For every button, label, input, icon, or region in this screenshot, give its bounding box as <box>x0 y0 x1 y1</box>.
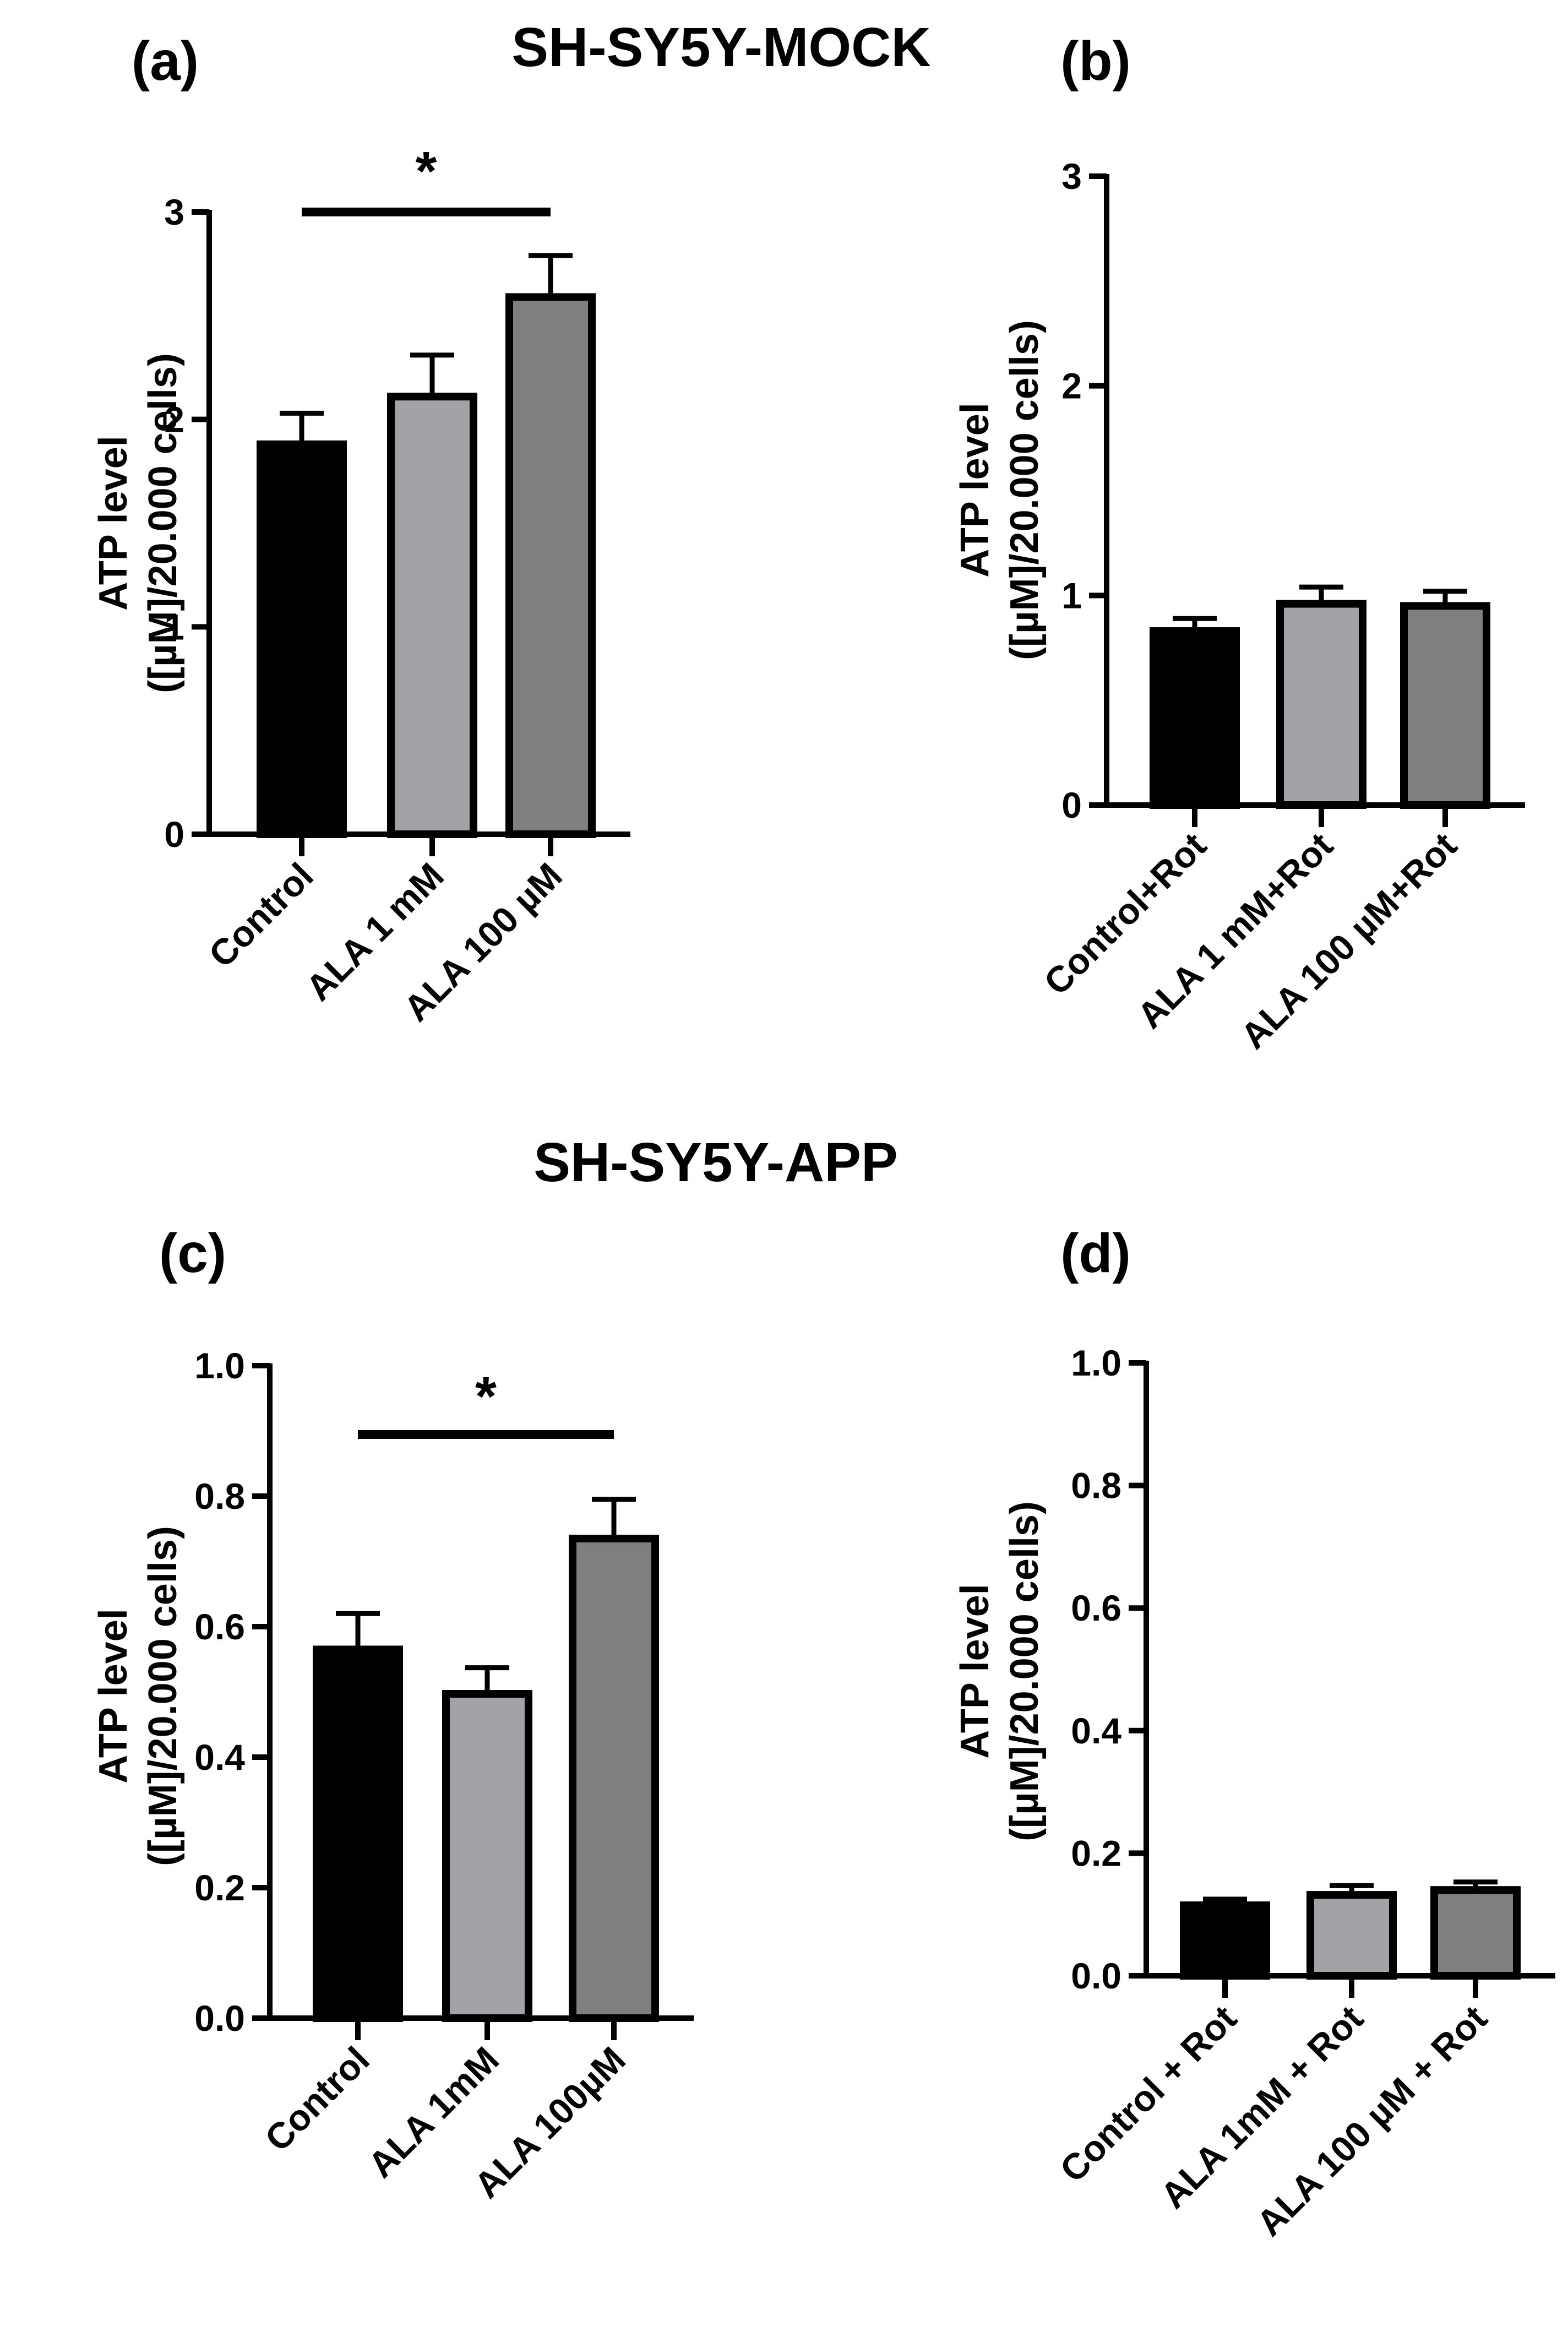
panel-label: (c) <box>159 1222 226 1284</box>
category-label: Control <box>201 855 321 975</box>
y-axis-label-line-2: ([µM]/20.000 cells) <box>141 1526 185 1866</box>
y-tick-label: 0.6 <box>194 1606 245 1647</box>
y-axis-label-line-1: ATP level <box>91 436 135 611</box>
group-title-app: SH-SY5Y-APP <box>533 1132 897 1193</box>
bar <box>442 1690 532 2022</box>
panel-a: (a) 0 1 2 3 ATP level ([µM]/20.000 cells) Contr… <box>91 30 630 1029</box>
category-label: ALA 100 µM + Rot <box>1249 1998 1495 2244</box>
y-tick-label: 1.0 <box>194 1345 245 1386</box>
bar <box>313 1645 403 2023</box>
group-title-mock: SH-SY5Y-MOCK <box>511 17 930 78</box>
y-axis-label-line-1: ATP level <box>953 403 997 578</box>
bar <box>1430 1886 1521 1980</box>
y-axis-label-line-2: ([µM]/20.000 cells) <box>1003 320 1047 660</box>
bar <box>1276 600 1366 809</box>
y-tick-label: 1 <box>164 606 184 647</box>
y-tick-label: 2 <box>164 399 184 440</box>
y-tick-label: 0.4 <box>194 1737 245 1778</box>
y-tick-label: 0.2 <box>1071 1833 1121 1873</box>
panel-label: (b) <box>1060 30 1131 92</box>
y-axis-label: ATP level ([µM]/20.000 cells) <box>953 320 1047 660</box>
y-tick-label: 1 <box>1061 575 1082 616</box>
y-tick-label: 3 <box>1061 156 1082 197</box>
y-tick-label: 0.2 <box>194 1867 245 1908</box>
y-axis-label-line-2: ([µM]/20.000 cells) <box>141 353 185 693</box>
panel-d: (d) 0.0 0.2 0.4 0.6 0.8 1.0 ATP level ([µM]/20.0… <box>953 1222 1555 2244</box>
y-tick-label: 0 <box>164 814 184 855</box>
panel-c: (c) 0.0 0.2 0.4 0.6 0.8 1.0 ATP level ([µM]/20.0… <box>91 1222 694 2206</box>
y-tick-label: 2 <box>1061 366 1082 406</box>
y-tick-label: 0 <box>1061 785 1082 825</box>
panel-label: (d) <box>1060 1222 1131 1284</box>
bar <box>505 293 596 838</box>
y-axis-label-line-1: ATP level <box>91 1608 135 1784</box>
y-axis-label-line-1: ATP level <box>953 1584 997 1759</box>
significance-label: * <box>416 140 437 202</box>
bar <box>1180 1901 1270 1980</box>
bar <box>387 393 477 838</box>
bar <box>1306 1891 1397 1980</box>
y-axis-label-line-2: ([µM]/20.000 cells) <box>1003 1501 1047 1841</box>
bar <box>569 1535 659 2022</box>
y-tick-label: 0.8 <box>194 1476 245 1517</box>
y-tick-label: 0.6 <box>1071 1588 1121 1628</box>
y-tick-label: 0.8 <box>1071 1465 1121 1506</box>
category-label: Control <box>257 2039 377 2159</box>
category-label: ALA 100 µM+Rot <box>1233 825 1464 1057</box>
bar <box>1150 627 1240 809</box>
y-tick-label: 0.4 <box>1071 1710 1121 1751</box>
y-axis-label: ATP level ([µM]/20.000 cells) <box>91 1526 185 1866</box>
y-tick-label: 3 <box>164 192 184 232</box>
significance-label: * <box>475 1366 497 1427</box>
bar <box>257 440 347 838</box>
panel-label: (a) <box>132 30 199 92</box>
bar <box>1400 602 1490 809</box>
y-axis-label: ATP level ([µM]/20.000 cells) <box>953 1501 1047 1841</box>
y-tick-label: 0.0 <box>194 1998 245 2039</box>
y-axis-label: ATP level ([µM]/20.000 cells) <box>91 353 185 693</box>
y-tick-label: 1.0 <box>1071 1343 1121 1383</box>
y-tick-label: 0.0 <box>1071 1955 1121 1996</box>
